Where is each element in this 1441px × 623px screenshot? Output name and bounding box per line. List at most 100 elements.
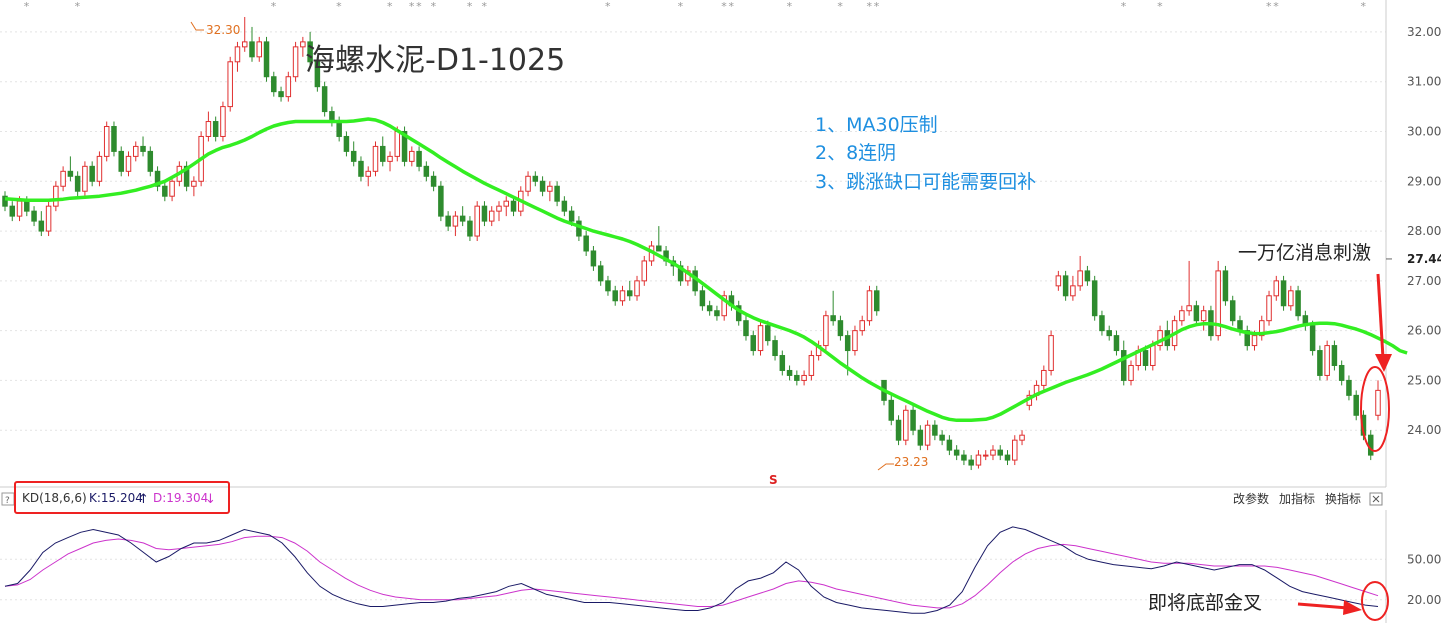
candle-body (234, 46, 241, 63)
candle-body (953, 449, 960, 456)
price-tick-label: 27.44 (1407, 252, 1441, 266)
candle-body (772, 340, 778, 357)
candle-body (866, 290, 873, 322)
candle-body (859, 320, 865, 332)
candle (220, 101, 226, 142)
candle-body (191, 180, 197, 187)
low-label: 23.23 (894, 455, 928, 469)
candle (45, 201, 52, 237)
candle (924, 420, 931, 451)
candle (162, 181, 168, 202)
event-marker: * (336, 0, 342, 13)
candle (380, 136, 386, 167)
candle (866, 285, 873, 326)
candle-body (321, 86, 328, 113)
candle (677, 260, 684, 286)
candle-body (590, 250, 597, 267)
candle-body (1019, 434, 1025, 441)
candle-body (430, 175, 437, 187)
candle (191, 176, 197, 197)
candle-body (183, 165, 190, 187)
candle-body (31, 210, 37, 222)
candle-body (53, 185, 59, 207)
event-marker: * (75, 0, 81, 13)
k-line (4, 526, 1379, 614)
candle (1266, 290, 1272, 326)
candle (525, 171, 531, 197)
event-marker: * (605, 0, 611, 13)
candle (74, 171, 81, 197)
candle (387, 151, 393, 172)
candle-body (1150, 345, 1156, 366)
candle (1324, 340, 1330, 381)
candle (903, 405, 909, 446)
candle-body (111, 126, 117, 152)
candle-body (1309, 325, 1316, 352)
candle-body (249, 41, 255, 58)
candle-body (982, 454, 989, 457)
event-marker: * (1360, 0, 1366, 13)
candle-body (903, 409, 909, 441)
candle (801, 370, 807, 386)
candle-body (997, 449, 1003, 456)
golden-cross-circle (1361, 581, 1389, 621)
chart-title: 海螺水泥-D1-1025 (305, 43, 565, 78)
candle (953, 445, 960, 461)
candle-body (1317, 350, 1323, 376)
candle (561, 196, 568, 217)
candle (968, 455, 974, 471)
candle (597, 260, 604, 286)
candle (1346, 375, 1352, 401)
candle (503, 196, 510, 217)
candle (547, 181, 553, 202)
candle-body (488, 210, 495, 222)
candle-body (416, 150, 422, 167)
candle-body (271, 76, 277, 93)
d-line (4, 535, 1379, 609)
candle-body (365, 170, 371, 177)
candle-body (1288, 290, 1294, 307)
candle-body (285, 76, 292, 98)
candle-body (656, 245, 662, 252)
candle (619, 285, 626, 306)
candle (350, 141, 357, 167)
switch-indicator-button[interactable]: 换指标 (1325, 491, 1361, 506)
candle (125, 151, 132, 177)
candle-body (89, 165, 95, 182)
candle (1004, 450, 1011, 466)
golden-cross-annotation: 即将底部金叉 (1148, 592, 1262, 614)
candle-body (278, 91, 284, 98)
candle (459, 206, 466, 227)
add-indicator-button[interactable]: 加指标 (1279, 491, 1315, 506)
candle-body (241, 41, 248, 48)
candle (31, 206, 37, 227)
candle-body (779, 355, 786, 371)
candle-body (605, 280, 611, 292)
candle (873, 285, 880, 316)
candle-body (699, 290, 706, 307)
kd-tick-label: 50.00 (1407, 552, 1441, 566)
candle-body (917, 429, 924, 446)
candle (743, 315, 749, 341)
event-marker: * (271, 0, 277, 13)
event-marker: * (787, 0, 793, 13)
candle-body (125, 155, 132, 172)
high-callout: 32.30 (190, 21, 240, 37)
event-marker: * (1273, 0, 1279, 13)
candle (423, 161, 430, 182)
candle-body (576, 220, 582, 237)
candle-body (481, 205, 488, 222)
candle-body (888, 399, 895, 421)
candle (329, 106, 335, 127)
candle-body (1091, 280, 1098, 317)
candle (358, 156, 364, 182)
candle-body (910, 409, 916, 431)
candle (808, 350, 815, 381)
candle (794, 370, 800, 386)
candle-body (256, 41, 263, 58)
change-params-button[interactable]: 改参数 (1233, 491, 1269, 506)
close-icon[interactable] (1369, 492, 1383, 506)
candle (496, 201, 502, 222)
event-marker: * (866, 0, 872, 13)
